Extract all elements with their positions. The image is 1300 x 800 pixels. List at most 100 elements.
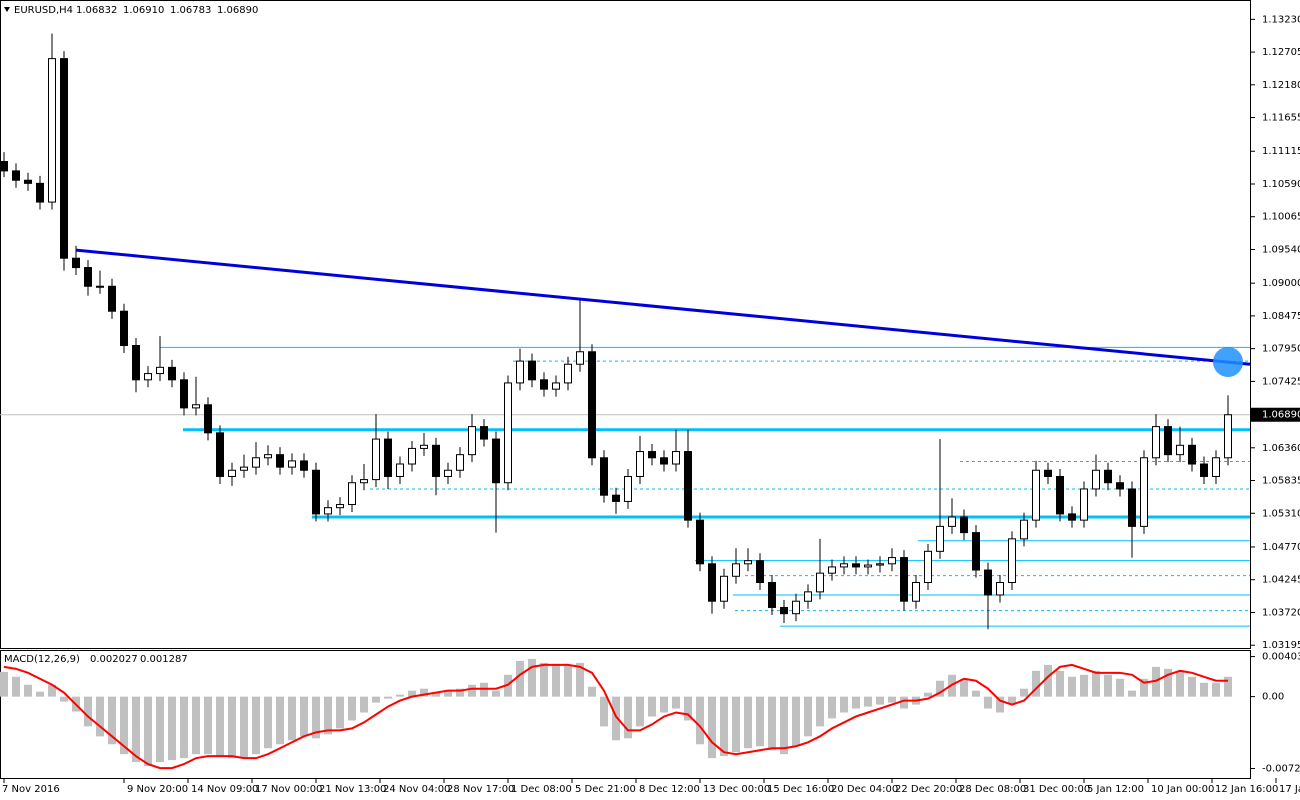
candle-body: [348, 482, 356, 506]
candle-body: [432, 444, 440, 477]
macd-bar: [432, 692, 440, 697]
candle-body: [96, 285, 104, 288]
candle-body: [984, 569, 992, 596]
candle-body: [324, 507, 332, 515]
macd-bar: [360, 696, 368, 713]
x-tick-label: 7 Nov 2016: [2, 784, 60, 795]
ohlc-value: 1.06890: [217, 5, 258, 16]
candle-body: [708, 563, 716, 602]
candle-body: [168, 366, 176, 381]
macd-bar: [960, 678, 968, 697]
indicator-value: 0.001287: [140, 654, 188, 665]
macd-bar: [1008, 696, 1016, 705]
macd-bar: [780, 696, 788, 755]
candle-body: [660, 457, 668, 465]
candle-body: [156, 366, 164, 375]
y-tick-label: 1.07950: [1262, 344, 1300, 355]
macd-bar: [408, 690, 416, 697]
candle-body: [672, 451, 680, 465]
macd-bar: [168, 696, 176, 761]
candle-body: [84, 267, 92, 287]
layer: 1.13230 1.12705 1.12180 1.11655 1.11115 1.105…: [0, 14, 1300, 795]
candle-body: [732, 563, 740, 577]
macd-bar: [564, 664, 572, 697]
macd-bar: [1020, 688, 1028, 697]
macd-bar: [672, 696, 680, 709]
candle-body: [564, 363, 572, 384]
macd-bar: [924, 692, 932, 697]
candle-body: [1104, 469, 1112, 484]
macd-bar: [660, 696, 668, 713]
candle-body: [1080, 488, 1088, 521]
candle-body: [1224, 414, 1232, 459]
macd-bar: [108, 696, 116, 745]
candle-body: [552, 382, 560, 390]
macd-panel: [0, 650, 1251, 779]
candle-body: [720, 575, 728, 602]
macd-bar: [516, 660, 524, 697]
macd-bar: [348, 696, 356, 721]
x-tick-label: 15 Dec 16:00: [767, 784, 834, 795]
current-price-box: [1251, 407, 1300, 422]
macd-bar: [1092, 670, 1100, 697]
candle-body: [768, 582, 776, 608]
candle-body: [1116, 482, 1124, 490]
macd-bar: [300, 696, 308, 737]
macd-bar: [720, 696, 728, 757]
candle-body: [396, 463, 404, 477]
indicator-name: MACD(12,26,9): [4, 654, 80, 665]
signal-line: [3, 663, 1228, 770]
macd-bar: [1212, 682, 1220, 697]
macd-bar: [192, 696, 200, 755]
macd-bar: [1176, 670, 1184, 697]
candle-body: [420, 444, 428, 449]
macd-bar: [1032, 670, 1040, 697]
x-tick-label: 17 Jan 04:00: [1279, 784, 1300, 795]
y-tick-label: 1.05310: [1262, 508, 1300, 519]
macd-bar: [1068, 676, 1076, 697]
candle-body: [864, 564, 872, 568]
x-tick-label: 14 Nov 09:00: [191, 784, 258, 795]
macd-bar: [804, 696, 812, 737]
candle-body: [960, 516, 968, 534]
candle-body: [1008, 538, 1016, 584]
candle-body: [300, 460, 308, 471]
candle-body: [588, 351, 596, 459]
candle-body: [192, 404, 200, 409]
candle-body: [1092, 469, 1100, 490]
candle-body: [336, 504, 344, 509]
macd-bar: [336, 696, 344, 729]
macd-bar: [888, 696, 896, 703]
candle-body: [648, 451, 656, 459]
x-tick-label: 21 Nov 13:00: [319, 784, 386, 795]
y-tick-label: 1.04770: [1262, 542, 1300, 553]
candle-body: [684, 451, 692, 521]
macd-bar: [744, 696, 752, 749]
candle-body: [72, 257, 80, 269]
candle-body: [1176, 444, 1184, 456]
macd-bar: [60, 696, 68, 702]
candle-body: [612, 494, 620, 502]
candle-body: [276, 454, 284, 468]
ohlc-value: 1.06832: [76, 5, 117, 16]
macd-bar: [840, 696, 848, 713]
macd-bar: [540, 662, 548, 697]
macd-bar: [852, 696, 860, 709]
candle-body: [780, 606, 788, 615]
macd-bar: [972, 690, 980, 697]
candle-body: [1188, 444, 1196, 465]
macd-bar: [144, 696, 152, 767]
menu-arrow[interactable]: [4, 7, 10, 12]
candle-body: [360, 479, 368, 484]
candle-body: [900, 557, 908, 602]
candle-body: [1128, 488, 1136, 527]
macd-bar: [180, 696, 188, 759]
macd-bar: [600, 696, 608, 727]
candle-body: [12, 170, 20, 181]
y-tick-label: 1.04245: [1262, 575, 1300, 586]
candle-body: [1044, 469, 1052, 477]
candle-body: [756, 560, 764, 584]
x-tick-label: 10 Jan 00:00: [1151, 784, 1214, 795]
candle-body: [468, 426, 476, 456]
